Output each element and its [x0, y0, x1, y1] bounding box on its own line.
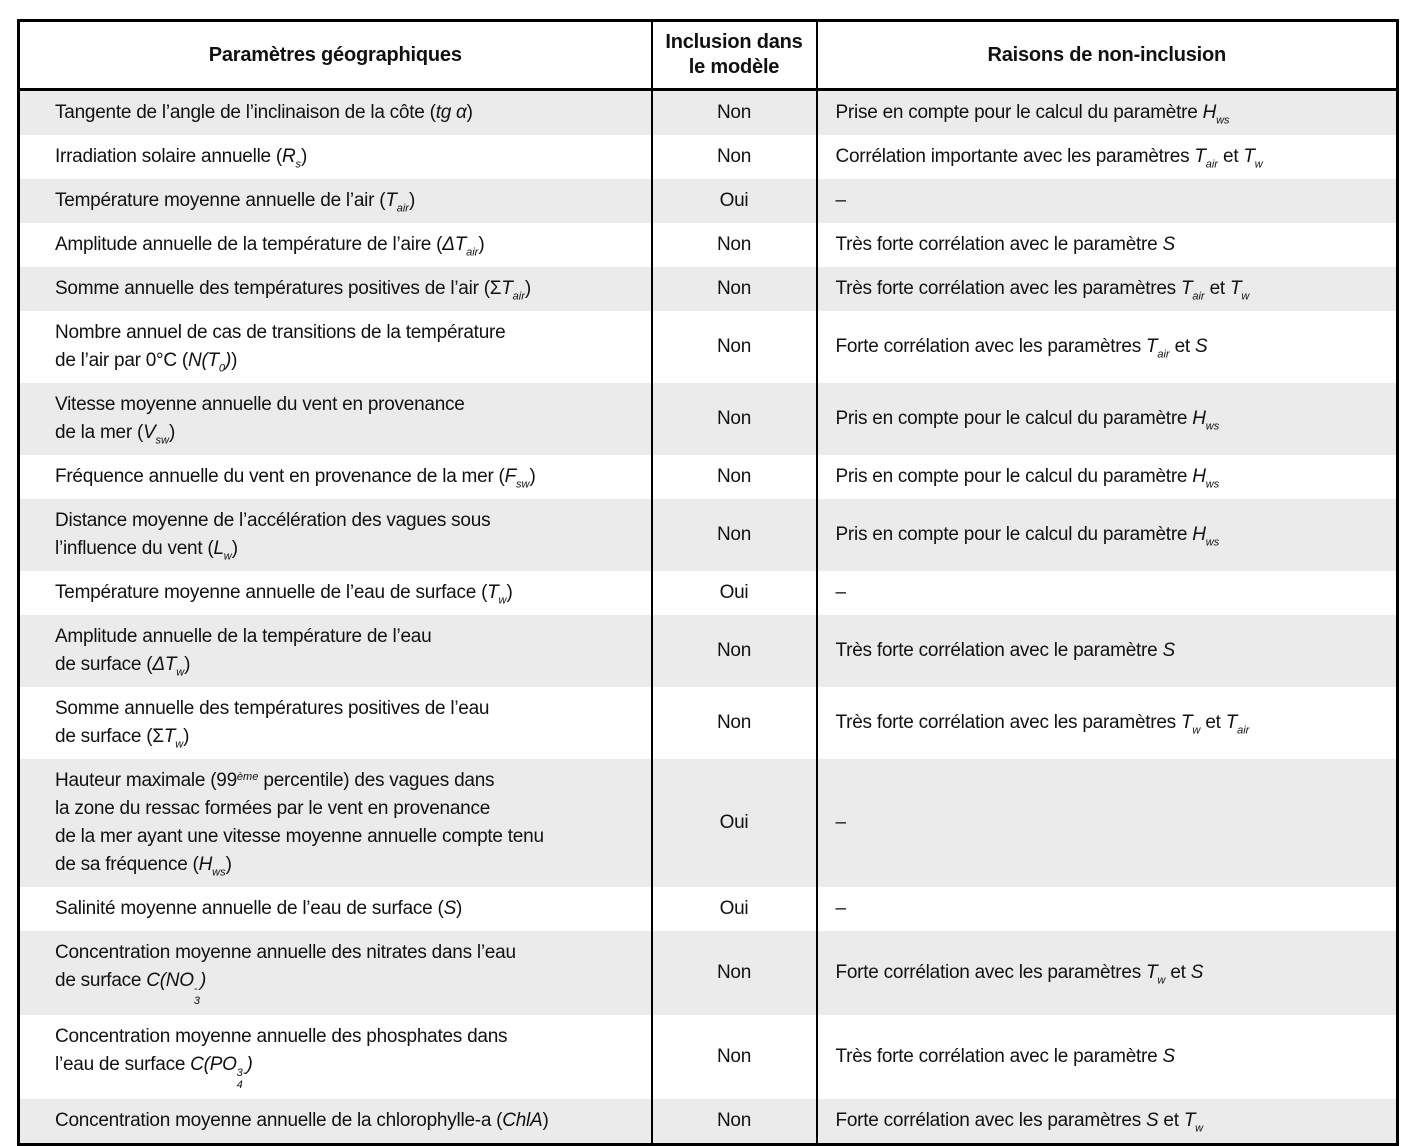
- inclusion-cell: Non: [650, 267, 817, 311]
- parameter-cell: Hauteur maximale (99ème percentile) des …: [18, 759, 652, 887]
- inclusion-cell: Non: [650, 687, 817, 759]
- inclusion-cell: Non: [650, 499, 817, 571]
- parameter-cell: Somme annuelle des températures positive…: [18, 267, 652, 311]
- inclusion-cell: Non: [650, 1099, 817, 1145]
- table-row: Concentration moyenne annuelle des phosp…: [19, 1015, 1398, 1100]
- raison-cell: Forte corrélation avec les paramètres Tw…: [815, 931, 1398, 1016]
- raison-cell: Très forte corrélation avec les paramètr…: [815, 687, 1398, 759]
- inclusion-cell: Non: [650, 455, 817, 499]
- parameter-cell: Nombre annuel de cas de transitions de l…: [55, 322, 506, 375]
- parameter-cell: Température moyenne annuelle de l’eau de…: [55, 582, 513, 607]
- table-row: Somme annuelle des températures positive…: [18, 267, 1398, 311]
- parameters-table-body: Tangente de l’angle de l’inclinaison de …: [18, 89, 1398, 1145]
- inclusion-cell: Non: [650, 89, 817, 135]
- table-row: Somme annuelle des températures positive…: [19, 687, 1398, 759]
- raison-cell: Très forte corrélation avec le paramètre…: [815, 223, 1398, 267]
- parameter-cell: Concentration moyenne annuelle des nitra…: [18, 931, 652, 1016]
- table-row: Température moyenne annuelle de l’eau de…: [19, 571, 1398, 615]
- raison-cell: –: [815, 887, 1398, 931]
- table-row: Hauteur maximale (99ème percentile) des …: [18, 759, 1398, 887]
- inclusion-cell: Non: [650, 1015, 817, 1100]
- table-row: Nombre annuel de cas de transitions de l…: [19, 311, 1398, 383]
- table-row: Concentration moyenne annuelle des nitra…: [18, 931, 1398, 1016]
- raison-cell: Pris en compte pour le calcul du paramèt…: [815, 383, 1398, 455]
- table-row: Vitesse moyenne annuelle du vent en prov…: [18, 383, 1398, 455]
- table-row: Fréquence annuelle du vent en provenance…: [19, 455, 1398, 499]
- inclusion-cell: Non: [650, 615, 817, 687]
- col-header-parametres-geographiques: Paramètres géographiques: [18, 20, 652, 91]
- raison-cell: Pris en compte pour le calcul du paramèt…: [815, 455, 1398, 499]
- table-row: Concentration moyenne annuelle de la chl…: [18, 1099, 1398, 1145]
- inclusion-cell: Non: [650, 135, 817, 179]
- parameter-cell: Amplitude annuelle de la température de …: [18, 615, 652, 687]
- raison-cell: Très forte corrélation avec le paramètre…: [815, 615, 1398, 687]
- raison-cell: Corrélation importante avec les paramètr…: [815, 135, 1398, 179]
- inclusion-cell: Oui: [650, 571, 817, 615]
- parameter-cell: Fréquence annuelle du vent en provenance…: [55, 466, 536, 491]
- inclusion-cell: Oui: [650, 887, 817, 931]
- raison-cell: –: [815, 571, 1398, 615]
- table-row: Irradiation solaire annuelle (Rs) Non Co…: [19, 135, 1398, 179]
- parameter-cell: Irradiation solaire annuelle (Rs): [55, 146, 308, 171]
- parameter-cell: Concentration moyenne annuelle des phosp…: [55, 1026, 508, 1091]
- inclusion-cell: Non: [650, 223, 817, 267]
- inclusion-cell: Oui: [650, 759, 817, 887]
- table-row: Tangente de l’angle de l’inclinaison de …: [18, 89, 1398, 135]
- parameter-cell: Somme annuelle des températures positive…: [55, 698, 490, 751]
- inclusion-cell: Non: [650, 383, 817, 455]
- inclusion-cell: Non: [650, 931, 817, 1016]
- table-row: Amplitude annuelle de la température de …: [18, 615, 1398, 687]
- parameter-cell: Température moyenne annuelle de l’air (T…: [18, 179, 652, 223]
- raison-cell: –: [815, 759, 1398, 887]
- parameters-table: Paramètres géographiques Inclusion dans l…: [17, 19, 1399, 1146]
- raison-cell: Très forte corrélation avec le paramètre…: [815, 1015, 1398, 1100]
- parameter-cell: Concentration moyenne annuelle de la chl…: [18, 1099, 652, 1145]
- raison-cell: Prise en compte pour le calcul du paramè…: [815, 89, 1398, 135]
- raison-cell: Forte corrélation avec les paramètres S …: [815, 1099, 1398, 1145]
- raison-cell: –: [815, 179, 1398, 223]
- raison-cell: Pris en compte pour le calcul du paramèt…: [815, 499, 1398, 571]
- col-header-raisons-non-inclusion: Raisons de non-inclusion: [815, 20, 1398, 91]
- table-row: Température moyenne annuelle de l’air (T…: [18, 179, 1398, 223]
- page: Paramètres géographiques Inclusion dans l…: [17, 19, 1399, 1146]
- parameter-cell: Vitesse moyenne annuelle du vent en prov…: [18, 383, 652, 455]
- raison-cell: Forte corrélation avec les paramètres Ta…: [815, 311, 1398, 383]
- parameter-cell: Distance moyenne de l’accélération des v…: [18, 499, 652, 571]
- header-row: Paramètres géographiques Inclusion dans l…: [18, 20, 1398, 91]
- parameter-cell: Salinité moyenne annuelle de l’eau de su…: [55, 898, 463, 919]
- raison-cell: Très forte corrélation avec les paramètr…: [815, 267, 1398, 311]
- table-row: Salinité moyenne annuelle de l’eau de su…: [19, 887, 1398, 931]
- inclusion-cell: Non: [650, 311, 817, 383]
- parameter-cell: Tangente de l’angle de l’inclinaison de …: [18, 89, 652, 135]
- table-row: Amplitude annuelle de la température de …: [19, 223, 1398, 267]
- inclusion-cell: Oui: [650, 179, 817, 223]
- parameter-cell: Amplitude annuelle de la température de …: [55, 234, 485, 259]
- col-header-inclusion-modele: Inclusion dans le modèle: [650, 20, 817, 91]
- table-row: Distance moyenne de l’accélération des v…: [18, 499, 1398, 571]
